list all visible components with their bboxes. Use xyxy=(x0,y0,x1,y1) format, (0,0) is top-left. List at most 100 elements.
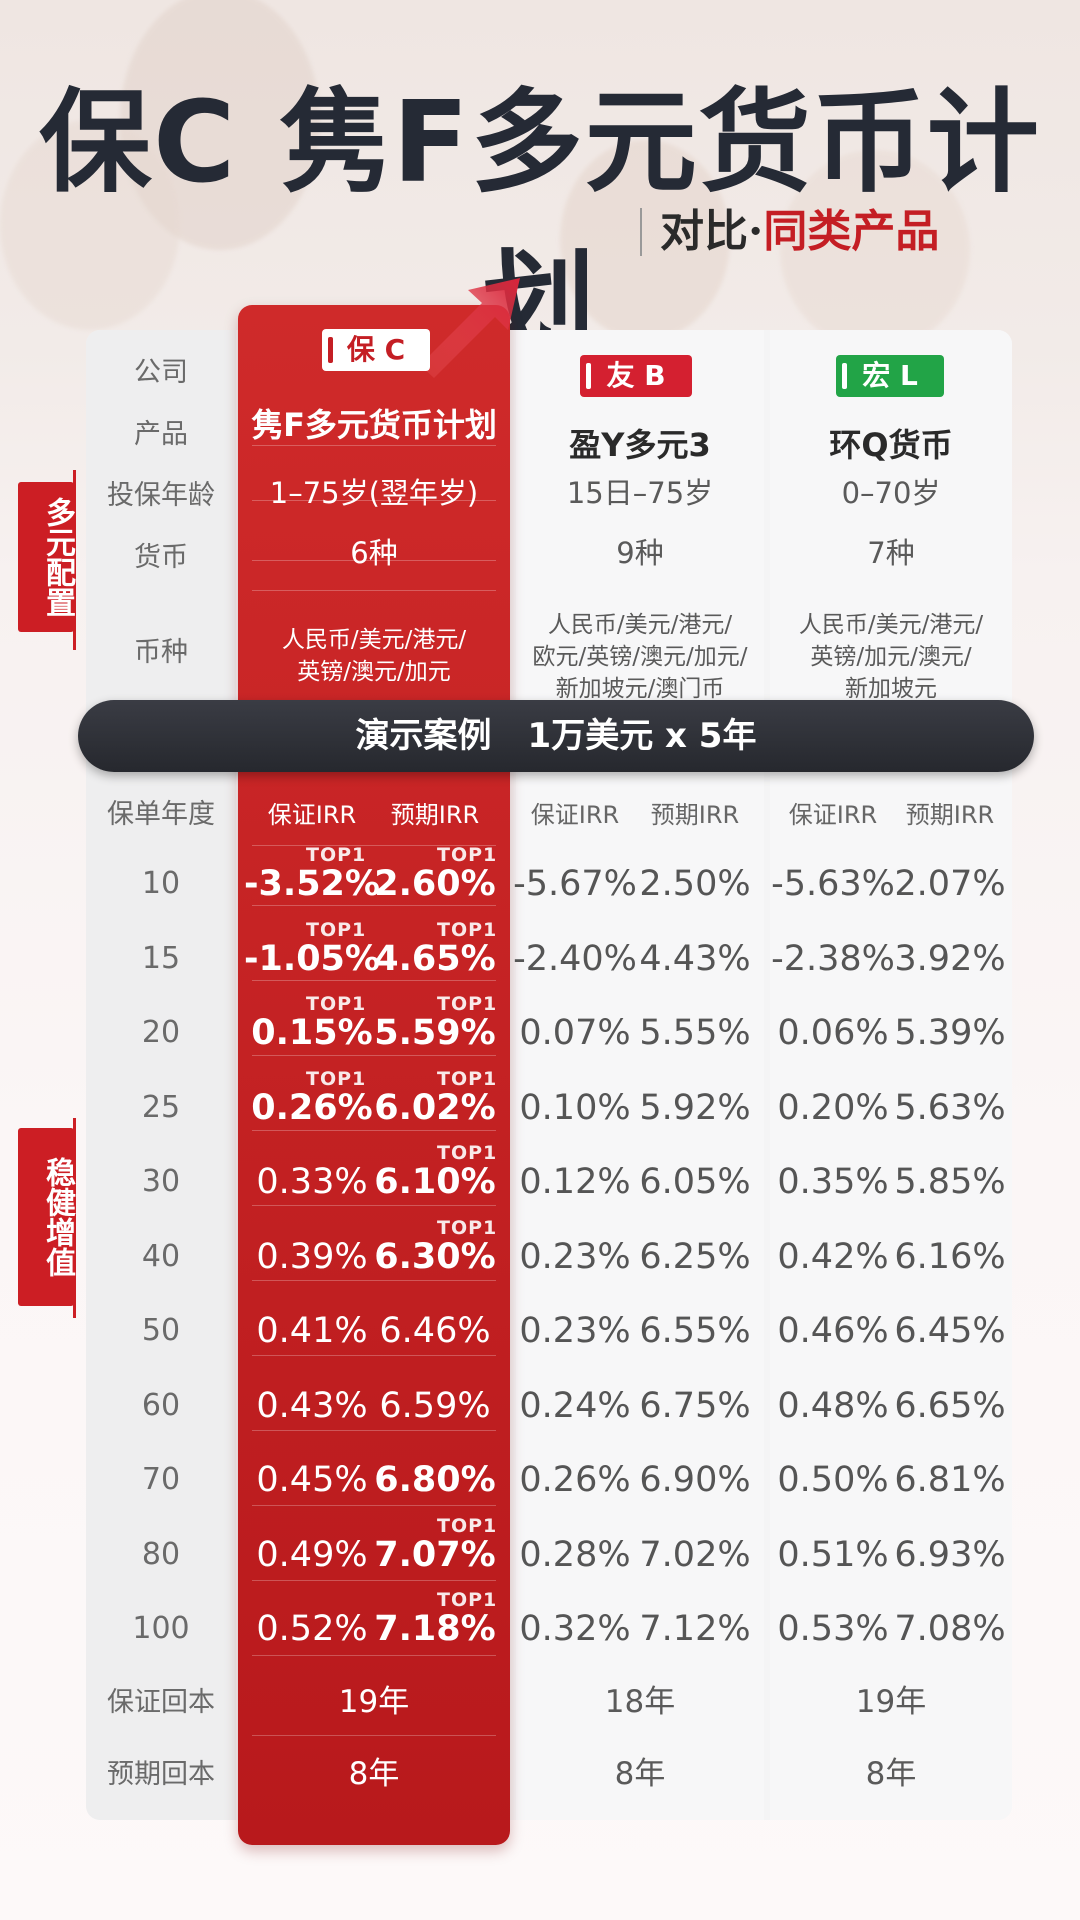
header-expected-irr: 预期IRR xyxy=(390,801,480,829)
irr-value: -2.38% xyxy=(771,938,895,979)
top1-label: TOP1 xyxy=(306,1067,367,1090)
irr-value: 2.07% xyxy=(894,864,1006,904)
row-label-expected-payback: 预期回本 xyxy=(107,1759,215,1790)
top1-label: TOP1 xyxy=(437,918,498,941)
top1-label: TOP1 xyxy=(437,1216,498,1239)
irr-value: 7.07% xyxy=(374,1534,496,1575)
irr-value: 0.23% xyxy=(519,1311,631,1351)
product-name: 盈Y多元3 xyxy=(569,426,711,464)
column-product-l xyxy=(770,330,1012,1820)
irr-value: -5.63% xyxy=(771,864,895,904)
currency-count: 9种 xyxy=(616,536,664,570)
currency-count: 6种 xyxy=(350,536,398,570)
irr-value: 0.07% xyxy=(519,1013,631,1053)
irr-value: 6.10% xyxy=(374,1162,496,1202)
company-name: 宏 L xyxy=(862,359,918,392)
row-divider xyxy=(252,560,496,561)
currency-list-line: 英镑/澳元/加元 xyxy=(297,659,451,685)
header-guaranteed-irr: 保证IRR xyxy=(530,801,620,829)
company-badge-2: 宏 L xyxy=(836,355,944,397)
background-photo xyxy=(560,140,730,340)
background-photo xyxy=(120,0,320,250)
row-divider xyxy=(252,980,496,981)
page-title: 保C 隽F多元货币计划 xyxy=(39,78,1041,370)
irr-value: 0.23% xyxy=(519,1236,631,1277)
irr-value: 0.10% xyxy=(519,1087,631,1128)
badge-bar-icon xyxy=(328,337,333,363)
irr-value: 0.41% xyxy=(256,1311,368,1351)
irr-value: 6.25% xyxy=(639,1236,751,1277)
row-divider xyxy=(252,590,496,591)
irr-value: 0.33% xyxy=(256,1162,368,1202)
header-guaranteed-irr: 保证IRR xyxy=(267,801,357,829)
row-divider xyxy=(252,500,496,501)
row-divider xyxy=(252,1735,496,1736)
irr-value: 0.35% xyxy=(777,1162,889,1202)
company-name: 友 B xyxy=(606,359,666,392)
currency-list-line: 欧元/英镑/澳元/加元/ xyxy=(532,644,748,670)
policy-year: 15 xyxy=(141,940,181,976)
row-divider xyxy=(252,1430,496,1431)
product-name: 隽F多元货币计划 xyxy=(251,406,497,444)
top1-label: TOP1 xyxy=(437,844,498,866)
irr-value: 0.52% xyxy=(256,1609,368,1649)
irr-value: 7.12% xyxy=(639,1609,751,1649)
irr-value: 4.65% xyxy=(374,938,496,979)
irr-value: 0.12% xyxy=(519,1162,631,1202)
irr-value: 0.48% xyxy=(777,1385,889,1426)
policy-year: 25 xyxy=(141,1089,181,1125)
irr-value: -1.05% xyxy=(244,938,380,979)
currency-list-line: 英镑/加元/澳元/ xyxy=(810,644,972,670)
irr-value: 0.06% xyxy=(777,1013,889,1053)
row-divider xyxy=(252,905,496,906)
company-badge-1: 友 B xyxy=(580,355,692,397)
irr-value: -3.52% xyxy=(244,864,380,904)
label-column xyxy=(86,330,236,1820)
irr-value: 0.15% xyxy=(251,1013,373,1053)
currency-list-line: 人民币/美元/港元/ xyxy=(547,612,733,638)
irr-value: 6.80% xyxy=(374,1460,496,1500)
badge-bar-icon xyxy=(586,363,591,389)
policy-year: 80 xyxy=(141,1536,181,1572)
irr-value: 0.46% xyxy=(777,1311,889,1351)
guaranteed-payback: 19年 xyxy=(855,1684,927,1720)
irr-value: 0.24% xyxy=(519,1385,631,1426)
policy-year: 20 xyxy=(141,1015,181,1050)
expected-payback: 8年 xyxy=(348,1756,400,1792)
side-accent-line xyxy=(73,1118,76,1318)
irr-value: 6.05% xyxy=(639,1162,751,1202)
currency-count: 7种 xyxy=(867,536,915,570)
irr-value: 6.16% xyxy=(894,1236,1006,1277)
irr-value: 6.65% xyxy=(894,1385,1006,1426)
badge-bar-icon xyxy=(842,363,847,389)
product-name: 环Q货币 xyxy=(829,426,953,464)
irr-value: 2.50% xyxy=(639,864,751,904)
irr-value: 0.26% xyxy=(519,1460,631,1500)
policy-year: 100 xyxy=(132,1611,190,1646)
irr-value: 6.45% xyxy=(894,1311,1006,1351)
irr-value: 3.92% xyxy=(894,938,1006,979)
irr-value: 6.93% xyxy=(894,1534,1006,1575)
policy-year: 10 xyxy=(141,866,181,901)
irr-value: 6.02% xyxy=(374,1087,496,1128)
row-divider xyxy=(252,1655,496,1656)
demo-case-banner: 演示案例 1万美元 x 5年 xyxy=(78,700,1034,772)
irr-value: 0.51% xyxy=(777,1534,889,1575)
irr-value: 7.18% xyxy=(374,1609,496,1649)
currency-list-line: 新加坡元 xyxy=(845,676,937,702)
guaranteed-payback: 19年 xyxy=(338,1684,410,1720)
top1-label: TOP1 xyxy=(437,993,498,1015)
row-divider xyxy=(252,1280,496,1281)
row-label-company: 公司 xyxy=(134,357,188,388)
column-product-c-highlight xyxy=(238,305,510,1845)
irr-value: 6.46% xyxy=(379,1311,491,1351)
row-divider xyxy=(252,1205,496,1206)
irr-value: 0.45% xyxy=(256,1460,368,1500)
irr-value: 6.75% xyxy=(639,1385,751,1426)
background-photo xyxy=(0,120,180,330)
insure-age: 1–75岁(翌年岁) xyxy=(269,476,479,510)
irr-value: 5.55% xyxy=(639,1013,751,1053)
irr-value: 0.28% xyxy=(519,1534,631,1575)
up-arrow-icon xyxy=(420,278,520,378)
top1-label: TOP1 xyxy=(306,918,367,941)
